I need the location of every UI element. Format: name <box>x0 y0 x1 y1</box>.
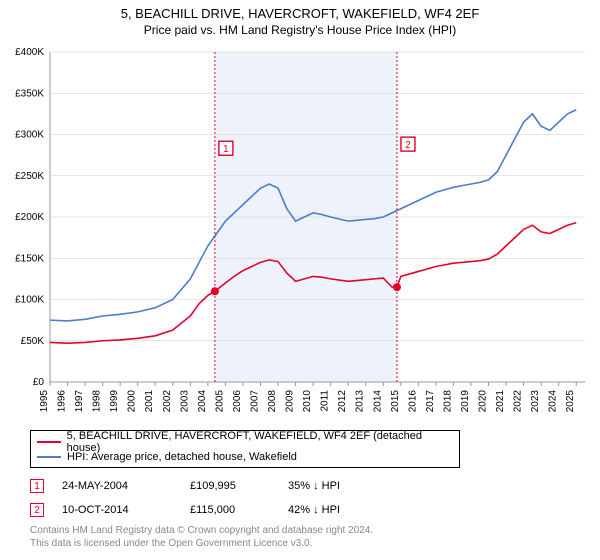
x-tick-label: 2025 <box>565 390 576 413</box>
y-tick-label: £0 <box>33 377 45 388</box>
sale-row: 2 10-OCT-2014 £115,000 42% ↓ HPI <box>30 500 378 520</box>
x-tick-label: 2000 <box>127 390 138 413</box>
marker-dot-1 <box>211 287 219 295</box>
x-tick-label: 2002 <box>162 390 173 413</box>
sale-date: 24-MAY-2004 <box>62 480 172 492</box>
x-tick-label: 2021 <box>495 390 506 413</box>
price-chart: £0 £50K £100K £150K £200K £250K £300K £350K £400… <box>0 42 600 422</box>
y-tick-label: £50K <box>21 336 45 347</box>
x-tick-label: 2001 <box>144 390 155 413</box>
footer-line1: Contains HM Land Registry data © Crown c… <box>30 524 373 537</box>
page-subtitle: Price paid vs. HM Land Registry's House … <box>0 23 600 37</box>
x-tick-label: 2009 <box>285 390 296 413</box>
x-tick-label: 2005 <box>214 390 225 413</box>
y-tick-label: £250K <box>15 171 44 182</box>
x-tick-label: 2004 <box>197 390 208 413</box>
sale-diff: 42% ↓ HPI <box>288 504 378 516</box>
x-tick-label: 2008 <box>267 390 278 413</box>
page-title: 5, BEACHILL DRIVE, HAVERCROFT, WAKEFIELD… <box>0 6 600 21</box>
legend-swatch <box>37 456 61 458</box>
sale-diff: 35% ↓ HPI <box>288 480 378 492</box>
x-tick-label: 1998 <box>92 390 103 413</box>
x-tick-label: 1995 <box>39 390 50 413</box>
y-tick-label: £200K <box>15 212 44 223</box>
x-tick-label: 2020 <box>478 390 489 413</box>
x-tick-label: 1997 <box>74 390 85 413</box>
x-tick-label: 2018 <box>442 390 453 413</box>
sale-marker: 2 <box>30 503 44 517</box>
x-tick-label: 2012 <box>337 390 348 413</box>
y-tick-label: £300K <box>15 130 44 141</box>
marker-label-2: 2 <box>405 140 411 151</box>
x-tick-label: 2017 <box>425 390 436 413</box>
x-tick-label: 2010 <box>302 390 313 413</box>
x-tick-label: 2015 <box>390 390 401 413</box>
sale-date: 10-OCT-2014 <box>62 504 172 516</box>
x-tick-label: 2019 <box>460 390 471 413</box>
y-tick-label: £350K <box>15 88 44 99</box>
marker-label-1: 1 <box>223 144 229 155</box>
legend-row: 5, BEACHILL DRIVE, HAVERCROFT, WAKEFIELD… <box>37 434 453 449</box>
x-tick-label: 1999 <box>109 390 120 413</box>
x-tick-label: 2006 <box>232 390 243 413</box>
legend-label: HPI: Average price, detached house, Wake… <box>67 451 297 463</box>
x-tick-label: 1996 <box>57 390 68 413</box>
x-tick-label: 2011 <box>320 390 331 412</box>
y-tick-label: £400K <box>15 47 44 58</box>
legend-swatch <box>37 441 61 443</box>
y-tick-label: £150K <box>15 253 44 264</box>
x-tick-label: 2016 <box>407 390 418 413</box>
legend: 5, BEACHILL DRIVE, HAVERCROFT, WAKEFIELD… <box>30 430 460 468</box>
sale-price: £109,995 <box>190 480 270 492</box>
x-tick-label: 2022 <box>513 390 524 413</box>
x-tick-label: 2024 <box>548 390 559 413</box>
sale-price: £115,000 <box>190 504 270 516</box>
y-tick-label: £100K <box>15 295 44 306</box>
x-tick-label: 2014 <box>372 390 383 413</box>
sales-table: 1 24-MAY-2004 £109,995 35% ↓ HPI 2 10-OCT-201… <box>30 476 378 524</box>
x-tick-label: 2023 <box>530 390 541 413</box>
footer: Contains HM Land Registry data © Crown c… <box>30 524 373 550</box>
sale-marker: 1 <box>30 479 44 493</box>
x-tick-label: 2013 <box>355 390 366 413</box>
x-tick-label: 2003 <box>179 390 190 413</box>
marker-dot-2 <box>393 283 401 291</box>
x-tick-label: 2007 <box>249 390 260 413</box>
sale-row: 1 24-MAY-2004 £109,995 35% ↓ HPI <box>30 476 378 496</box>
footer-line2: This data is licensed under the Open Gov… <box>30 537 373 550</box>
